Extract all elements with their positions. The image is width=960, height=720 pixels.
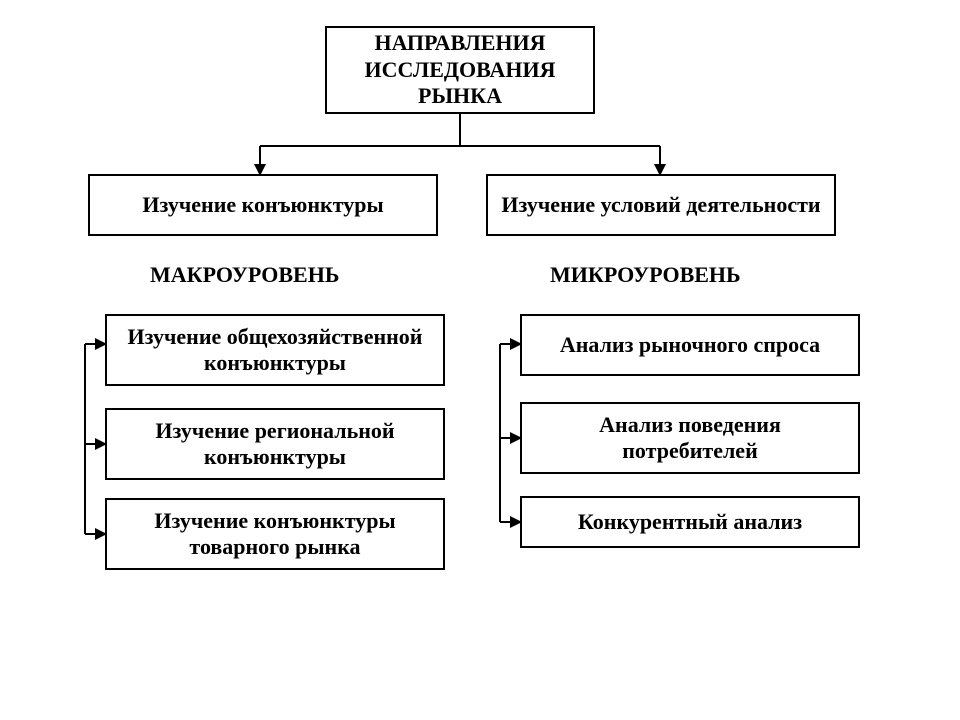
left-item-0: Изучение общехозяйственной конъюнктуры xyxy=(105,314,445,386)
level2-right-box: Изучение условий деятельности xyxy=(486,174,836,236)
macro-label: МАКРОУРОВЕНЬ xyxy=(150,262,339,288)
root-text: НАПРАВЛЕНИЯ ИССЛЕДОВАНИЯ РЫНКА xyxy=(339,30,581,109)
level2-left-text: Изучение конъюнктуры xyxy=(142,192,383,218)
left-item-2: Изучение конъюнктуры товарного рынка xyxy=(105,498,445,570)
micro-label: МИКРОУРОВЕНЬ xyxy=(550,262,741,288)
left-item-1-text: Изучение региональной конъюнктуры xyxy=(119,418,431,471)
right-item-0-text: Анализ рыночного спроса xyxy=(560,332,820,358)
right-item-1-text: Анализ поведения потребителей xyxy=(534,412,846,465)
macro-label-text: МАКРОУРОВЕНЬ xyxy=(150,262,339,287)
level2-right-text: Изучение условий деятельности xyxy=(501,192,820,218)
right-item-2: Конкурентный анализ xyxy=(520,496,860,548)
micro-label-text: МИКРОУРОВЕНЬ xyxy=(550,262,741,287)
right-item-0: Анализ рыночного спроса xyxy=(520,314,860,376)
right-item-1: Анализ поведения потребителей xyxy=(520,402,860,474)
level2-left-box: Изучение конъюнктуры xyxy=(88,174,438,236)
root-box: НАПРАВЛЕНИЯ ИССЛЕДОВАНИЯ РЫНКА xyxy=(325,26,595,114)
left-item-0-text: Изучение общехозяйственной конъюнктуры xyxy=(119,324,431,377)
left-item-2-text: Изучение конъюнктуры товарного рынка xyxy=(119,508,431,561)
left-item-1: Изучение региональной конъюнктуры xyxy=(105,408,445,480)
right-item-2-text: Конкурентный анализ xyxy=(578,509,802,535)
